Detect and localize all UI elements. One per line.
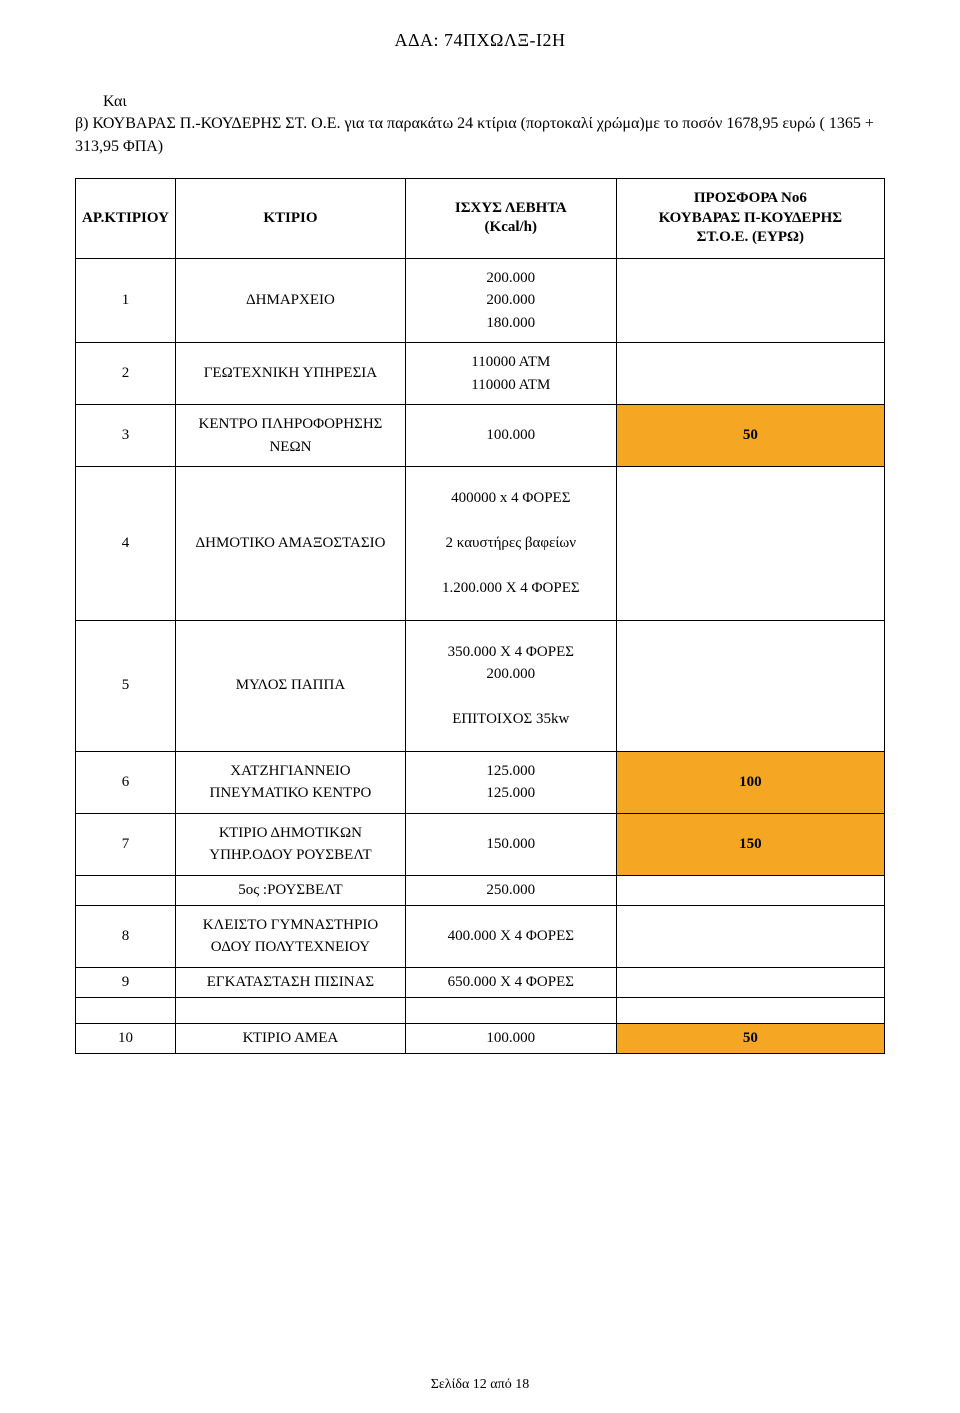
table-row: 4 ΔΗΜΟΤΙΚΟ ΑΜΑΞΟΣΤΑΣΙΟ 400000 x 4 ΦΟΡΕΣ …	[76, 467, 885, 621]
header-col-power: ΙΣΧΥΣ ΛΕΒΗΤΑ (Kcal/h)	[405, 179, 616, 259]
building-l2: ΠΝΕΥΜΑΤΙΚΟ ΚΕΝΤΡΟ	[210, 785, 372, 801]
row-building: ΕΓΚΑΤΑΣΤΑΣΗ ΠΙΣΙΝΑΣ	[176, 967, 406, 997]
row-offer-highlight: 100	[616, 751, 884, 813]
building-l1: ΚΤΙΡΙΟ ΔΗΜΟΤΙΚΩΝ	[219, 825, 362, 841]
row-num: 8	[76, 905, 176, 967]
table-spacer-row	[76, 997, 885, 1023]
intro-line-2: β) ΚΟΥΒΑΡΑΣ Π.-ΚΟΥΔΕΡΗΣ ΣΤ. Ο.Ε. για τα …	[75, 113, 885, 158]
power-val: 200.000	[486, 666, 535, 682]
power-val: ΕΠΙΤΟΙΧΟΣ 35kw	[452, 711, 569, 727]
row-power: 100.000	[405, 405, 616, 467]
row-building: ΚΛΕΙΣΤΟ ΓΥΜΝΑΣΤΗΡΙΟ ΟΔΟΥ ΠΟΛΥΤΕΧΝΕΙΟΥ	[176, 905, 406, 967]
row-offer-highlight: 50	[616, 1023, 884, 1053]
table-row: 10 ΚΤΙΡΙΟ ΑΜΕΑ 100.000 50	[76, 1023, 885, 1053]
row-num-empty	[76, 875, 176, 905]
row-offer	[616, 905, 884, 967]
table-row: 8 ΚΛΕΙΣΤΟ ΓΥΜΝΑΣΤΗΡΙΟ ΟΔΟΥ ΠΟΛΥΤΕΧΝΕΙΟΥ …	[76, 905, 885, 967]
table-row: 1 ΔΗΜΑΡΧΕΙΟ 200.000 200.000 180.000	[76, 258, 885, 343]
power-val: 110000 ΑΤΜ	[471, 354, 550, 370]
row-offer-highlight: 150	[616, 813, 884, 875]
power-val: 400000 x 4 ΦΟΡΕΣ	[451, 490, 570, 506]
intro-line-1: Και	[103, 93, 127, 110]
empty-cell	[616, 997, 884, 1023]
row-building: ΚΤΙΡΙΟ ΑΜΕΑ	[176, 1023, 406, 1053]
header-col-building: ΚΤΙΡΙΟ	[176, 179, 406, 259]
row-offer	[616, 258, 884, 343]
row-power: 110000 ΑΤΜ 110000 ΑΤΜ	[405, 343, 616, 405]
building-l2: ΝΕΩΝ	[269, 439, 311, 455]
row-building: ΧΑΤΖΗΓΙΑΝΝΕΙΟ ΠΝΕΥΜΑΤΙΚΟ ΚΕΝΤΡΟ	[176, 751, 406, 813]
power-val: 180.000	[486, 315, 535, 331]
header-offer-l3: ΣΤ.Ο.Ε. (ΕΥΡΩ)	[697, 229, 804, 245]
row-building: ΜΥΛΟΣ ΠΑΠΠΑ	[176, 620, 406, 751]
table-row: 2 ΓΕΩΤΕΧΝΙΚΗ ΥΠΗΡΕΣΙΑ 110000 ΑΤΜ 110000 …	[76, 343, 885, 405]
row-num: 7	[76, 813, 176, 875]
row-power: 200.000 200.000 180.000	[405, 258, 616, 343]
table-row: 3 ΚΕΝΤΡΟ ΠΛΗΡΟΦΟΡΗΣΗΣ ΝΕΩΝ 100.000 50	[76, 405, 885, 467]
building-l1: ΚΛΕΙΣΤΟ ΓΥΜΝΑΣΤΗΡΙΟ	[203, 917, 378, 933]
row-offer	[616, 875, 884, 905]
header-col-num: ΑΡ.ΚΤΙΡΙΟΥ	[76, 179, 176, 259]
row-num: 5	[76, 620, 176, 751]
row-num: 2	[76, 343, 176, 405]
power-val: 110000 ΑΤΜ	[471, 377, 550, 393]
intro-paragraph: Και β) ΚΟΥΒΑΡΑΣ Π.-ΚΟΥΔΕΡΗΣ ΣΤ. Ο.Ε. για…	[75, 91, 885, 158]
header-offer-l2: ΚΟΥΒΑΡΑΣ Π-ΚΟΥΔΕΡΗΣ	[659, 210, 842, 226]
row-power: 400000 x 4 ΦΟΡΕΣ 2 καυστήρες βαφείων 1.2…	[405, 467, 616, 621]
row-power: 150.000	[405, 813, 616, 875]
header-offer-l1: ΠΡΟΣΦΟΡΑ Νο6	[694, 190, 807, 206]
power-val: 200.000	[486, 270, 535, 286]
row-power: 125.000 125.000	[405, 751, 616, 813]
empty-cell	[76, 997, 176, 1023]
empty-cell	[176, 997, 406, 1023]
table-row: 7 ΚΤΙΡΙΟ ΔΗΜΟΤΙΚΩΝ ΥΠΗΡ.ΟΔΟΥ ΡΟΥΣΒΕΛΤ 15…	[76, 813, 885, 875]
building-l2: ΟΔΟΥ ΠΟΛΥΤΕΧΝΕΙΟΥ	[211, 939, 370, 955]
row-power: 350.000 Χ 4 ΦΟΡΕΣ 200.000 ΕΠΙΤΟΙΧΟΣ 35kw	[405, 620, 616, 751]
row-power: 250.000	[405, 875, 616, 905]
row-num: 6	[76, 751, 176, 813]
power-val: 200.000	[486, 292, 535, 308]
row-offer	[616, 343, 884, 405]
page-footer: Σελίδα 12 από 18	[0, 1377, 960, 1393]
power-val: 2 καυστήρες βαφείων	[446, 535, 577, 551]
row-num: 3	[76, 405, 176, 467]
power-val: 350.000 Χ 4 ΦΟΡΕΣ	[448, 644, 574, 660]
table-row: 5ος :ΡΟΥΣΒΕΛΤ 250.000	[76, 875, 885, 905]
row-building: ΔΗΜΑΡΧΕΙΟ	[176, 258, 406, 343]
power-val: 125.000	[486, 763, 535, 779]
header-power-l2: (Kcal/h)	[485, 219, 538, 235]
row-power: 650.000 Χ 4 ΦΟΡΕΣ	[405, 967, 616, 997]
building-l1: ΚΕΝΤΡΟ ΠΛΗΡΟΦΟΡΗΣΗΣ	[199, 416, 383, 432]
row-offer	[616, 967, 884, 997]
row-num: 4	[76, 467, 176, 621]
row-num: 9	[76, 967, 176, 997]
table-row: 6 ΧΑΤΖΗΓΙΑΝΝΕΙΟ ΠΝΕΥΜΑΤΙΚΟ ΚΕΝΤΡΟ 125.00…	[76, 751, 885, 813]
table-header-row: ΑΡ.ΚΤΙΡΙΟΥ ΚΤΙΡΙΟ ΙΣΧΥΣ ΛΕΒΗΤΑ (Kcal/h) …	[76, 179, 885, 259]
row-offer	[616, 467, 884, 621]
header-power-l1: ΙΣΧΥΣ ΛΕΒΗΤΑ	[455, 200, 567, 216]
row-building: ΚΤΙΡΙΟ ΔΗΜΟΤΙΚΩΝ ΥΠΗΡ.ΟΔΟΥ ΡΟΥΣΒΕΛΤ	[176, 813, 406, 875]
building-l1: ΧΑΤΖΗΓΙΑΝΝΕΙΟ	[230, 763, 350, 779]
row-power: 400.000 Χ 4 ΦΟΡΕΣ	[405, 905, 616, 967]
power-val: 1.200.000 Χ 4 ΦΟΡΕΣ	[442, 580, 580, 596]
building-l2: ΥΠΗΡ.ΟΔΟΥ ΡΟΥΣΒΕΛΤ	[209, 847, 371, 863]
row-num: 10	[76, 1023, 176, 1053]
header-code: ΑΔΑ: 74ΠΧΩΛΞ-Ι2Η	[75, 30, 885, 51]
header-col-offer: ΠΡΟΣΦΟΡΑ Νο6 ΚΟΥΒΑΡΑΣ Π-ΚΟΥΔΕΡΗΣ ΣΤ.Ο.Ε.…	[616, 179, 884, 259]
row-power: 100.000	[405, 1023, 616, 1053]
buildings-table: ΑΡ.ΚΤΙΡΙΟΥ ΚΤΙΡΙΟ ΙΣΧΥΣ ΛΕΒΗΤΑ (Kcal/h) …	[75, 178, 885, 1054]
table-row: 9 ΕΓΚΑΤΑΣΤΑΣΗ ΠΙΣΙΝΑΣ 650.000 Χ 4 ΦΟΡΕΣ	[76, 967, 885, 997]
empty-cell	[405, 997, 616, 1023]
document-page: ΑΔΑ: 74ΠΧΩΛΞ-Ι2Η Και β) ΚΟΥΒΑΡΑΣ Π.-ΚΟΥΔ…	[0, 0, 960, 1413]
row-building: ΚΕΝΤΡΟ ΠΛΗΡΟΦΟΡΗΣΗΣ ΝΕΩΝ	[176, 405, 406, 467]
row-offer	[616, 620, 884, 751]
row-building: ΓΕΩΤΕΧΝΙΚΗ ΥΠΗΡΕΣΙΑ	[176, 343, 406, 405]
table-row: 5 ΜΥΛΟΣ ΠΑΠΠΑ 350.000 Χ 4 ΦΟΡΕΣ 200.000 …	[76, 620, 885, 751]
row-building: ΔΗΜΟΤΙΚΟ ΑΜΑΞΟΣΤΑΣΙΟ	[176, 467, 406, 621]
row-offer-highlight: 50	[616, 405, 884, 467]
row-building: 5ος :ΡΟΥΣΒΕΛΤ	[176, 875, 406, 905]
power-val: 125.000	[486, 785, 535, 801]
row-num: 1	[76, 258, 176, 343]
